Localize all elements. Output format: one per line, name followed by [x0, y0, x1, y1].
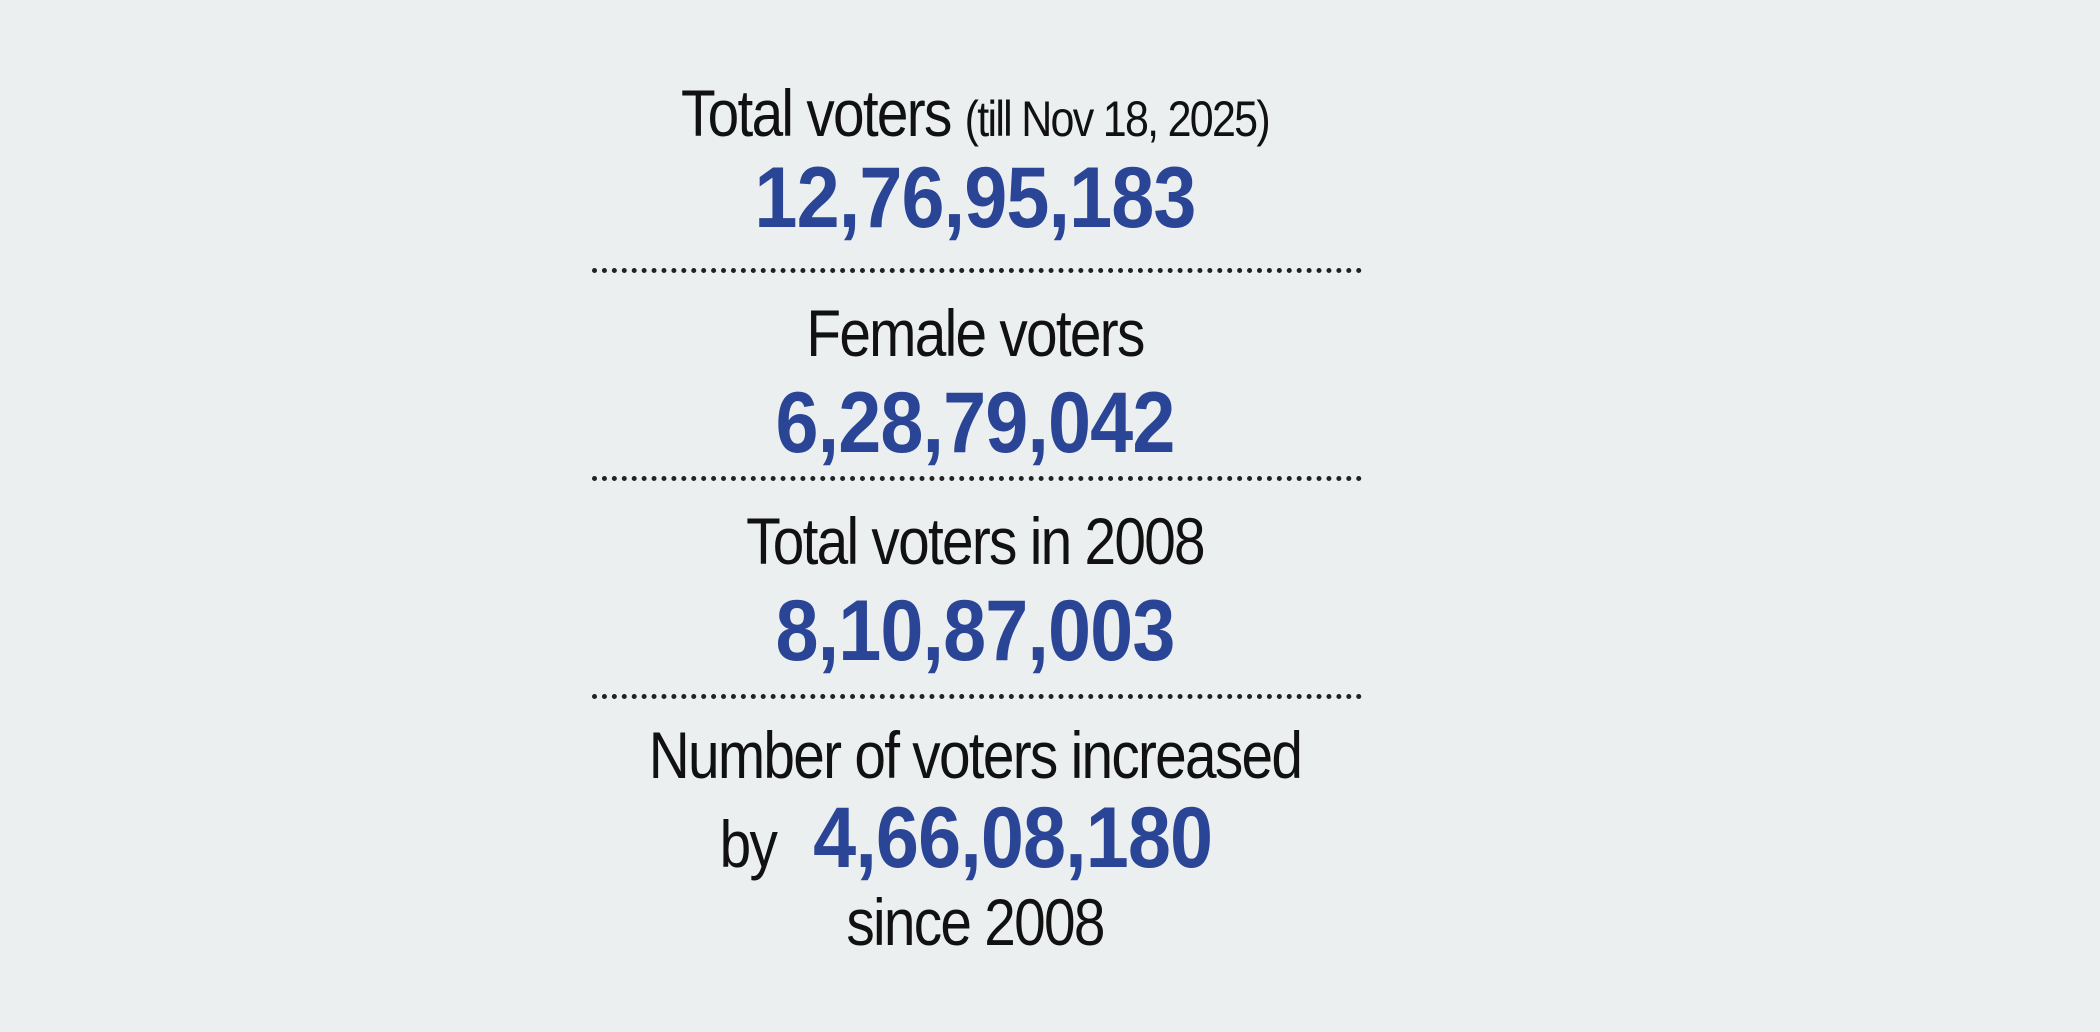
increase-value-row: by 4,66,08,180 — [575, 795, 1375, 881]
date-note: (till Nov 18, 2025) — [964, 91, 1271, 147]
stat-label-voters-2008: Total voters in 2008 — [746, 504, 1206, 578]
increase-prefix: by — [719, 807, 778, 881]
increase-label: Number of voters increased — [648, 718, 1303, 792]
stat-label-total-voters: Total voters (till Nov 18, 2025) — [631, 80, 1319, 146]
stat-label-female-voters: Female voters — [806, 296, 1145, 370]
increase-suffix: since 2008 — [846, 885, 1105, 959]
label-text: Total voters — [681, 76, 952, 150]
dotted-divider — [592, 268, 1362, 273]
dotted-divider — [592, 694, 1362, 699]
stat-value-female-voters: 6,28,79,042 — [775, 375, 1175, 471]
increase-value: 4,66,08,180 — [813, 790, 1214, 886]
dotted-divider — [592, 476, 1362, 481]
stat-value-voters-2008: 8,10,87,003 — [775, 583, 1175, 679]
stat-value-total-voters: 12,76,95,183 — [754, 150, 1196, 246]
